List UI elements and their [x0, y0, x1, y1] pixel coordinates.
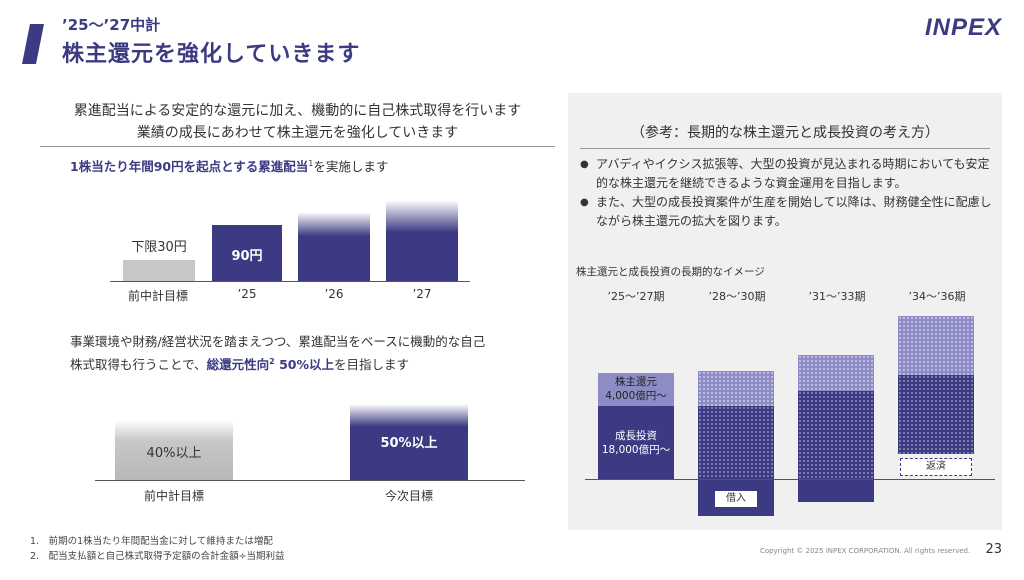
- dividend-policy-text: 1株当たり年間90円を起点とする累進配当1を実施します: [70, 156, 388, 175]
- footnote-2: 2. 配当支払額と自己株式取得予定額の合計金額÷当期利益: [30, 551, 285, 562]
- bar-prev-target-floor: [123, 260, 195, 281]
- title-accent-bar: [22, 24, 44, 64]
- growth-investment-title: 成長投資: [615, 430, 657, 442]
- prev-payout-label: 40%以上: [146, 446, 202, 461]
- bar-new-payout: [350, 404, 468, 480]
- footnote-1: 1. 前期の1株当たり年間配当金に対して維持または増配: [30, 536, 273, 547]
- long-term-image-caption: 株主還元と成長投資の長期的なイメージ: [576, 266, 765, 278]
- dividend-suffix: を実施します: [313, 159, 389, 174]
- p1-shareholder-return-block: [598, 373, 674, 406]
- payout-suffix: を目指します: [334, 357, 410, 373]
- shareholder-return-title: 株主還元: [615, 376, 657, 388]
- reference-bullets: ● アバディやイクシス拡張等、大型の投資が見込まれる時期においても安定的な株主還…: [580, 155, 1000, 231]
- cat-27: ’27: [412, 287, 432, 301]
- inpex-logo: INPEX: [924, 14, 1002, 41]
- shareholder-return-amount: 4,000億円～: [605, 390, 667, 402]
- bullet-text-2: また、大型の成長投資案件が生産を開始して以降は、財務健全性に配慮しながら株主還元…: [596, 195, 992, 228]
- cat-prev-payout: 前中計目標: [143, 489, 204, 503]
- p4-growth-investment-block: [898, 375, 974, 454]
- p2-growth-investment-block: [698, 406, 774, 479]
- bullet-dot-icon: ●: [580, 159, 589, 170]
- payout-line-2-prefix: 株式取得も行うことで、: [70, 357, 207, 373]
- reference-panel-title: （参考：長期的な株主還元と成長投資の考え方）: [631, 125, 939, 141]
- payout-highlight: 総還元性向: [206, 357, 270, 373]
- p2-shareholder-return-block: [698, 371, 774, 406]
- lead-divider: [40, 146, 555, 147]
- payout-line-2: 株式取得も行うことで、総還元性向2 50%以上を目指します: [70, 352, 485, 375]
- repayment-label: 返済: [900, 458, 972, 476]
- payout-axis: [95, 480, 525, 481]
- bar-25: [212, 225, 282, 281]
- bar-25-label: 90円: [231, 249, 263, 264]
- footnote-ref-1: 1: [308, 158, 314, 168]
- bar-prev-payout: [115, 420, 233, 480]
- p3-growth-investment-block: [798, 391, 874, 479]
- floor-label: 下限30円: [131, 240, 187, 255]
- payout-highlight-value: 50%以上: [274, 357, 335, 373]
- new-payout-label: 50%以上: [380, 436, 438, 451]
- payout-policy-text: 事業環境や財務/経営状況を踏まえつつ、累進配当をベースに機動的な自己 株式取得も…: [70, 332, 485, 375]
- period-label-4: ’34～’36期: [908, 290, 966, 303]
- panel-divider: [580, 148, 990, 149]
- bullet-item: ● また、大型の成長投資案件が生産を開始して以降は、財務健全性に配慮しながら株主…: [580, 193, 1000, 231]
- cat-25: ’25: [237, 287, 257, 301]
- section-subtitle: ’25～’27中計: [62, 16, 161, 34]
- payout-line-1: 事業環境や財務/経営状況を踏まえつつ、累進配当をベースに機動的な自己: [70, 334, 486, 349]
- borrowing-label: 借入: [714, 490, 758, 508]
- cat-prev-target: 前中計目標: [127, 289, 188, 303]
- growth-investment-amount: 18,000億円～: [601, 444, 671, 456]
- bar-27: [386, 200, 458, 281]
- bar-26: [298, 212, 370, 281]
- p3-borrowing-block: [798, 480, 874, 502]
- footnotes: 1. 前期の1株当たり年間配当金に対して維持または増配 2. 配当支払額と自己株…: [30, 534, 285, 564]
- long-term-axis: [585, 479, 995, 480]
- lead-line-1: 累進配当による安定的な還元に加え、機動的に自己株式取得を行います: [73, 103, 522, 119]
- dividend-axis: [110, 281, 470, 282]
- p1-shareholder-return-label: 株主還元 4,000億円～: [598, 375, 674, 403]
- bullet-text-1: アバディやイクシス拡張等、大型の投資が見込まれる時期においても安定的な株主還元を…: [596, 157, 990, 190]
- p1-growth-investment-label: 成長投資 18,000億円～: [592, 429, 680, 457]
- p3-shareholder-return-block: [798, 355, 874, 391]
- period-label-3: ’31～’33期: [808, 290, 866, 303]
- page-number: 23: [985, 542, 1002, 557]
- p1-growth-investment-block: [598, 406, 674, 479]
- lead-line-2: 業績の成長にあわせて株主還元を強化していきます: [136, 125, 459, 141]
- period-label-1: ’25～’27期: [607, 290, 665, 303]
- dividend-highlight: 1株当たり年間90円を起点とする累進配当: [70, 159, 309, 174]
- bullet-item: ● アバディやイクシス拡張等、大型の投資が見込まれる時期においても安定的な株主還…: [580, 155, 1000, 193]
- p4-shareholder-return-block: [898, 316, 974, 375]
- lead-text: 累進配当による安定的な還元に加え、機動的に自己株式取得を行います 業績の成長にあ…: [40, 100, 555, 144]
- period-label-2: ’28～’30期: [708, 290, 766, 303]
- bullet-dot-icon: ●: [580, 197, 589, 208]
- cat-26: ’26: [324, 287, 344, 301]
- cat-new-payout: 今次目標: [384, 489, 433, 503]
- page-title: 株主還元を強化していきます: [62, 42, 361, 67]
- footnote-ref-2: 2: [269, 357, 275, 366]
- copyright: Copyright © 2025 INPEX CORPORATION. All …: [760, 547, 971, 555]
